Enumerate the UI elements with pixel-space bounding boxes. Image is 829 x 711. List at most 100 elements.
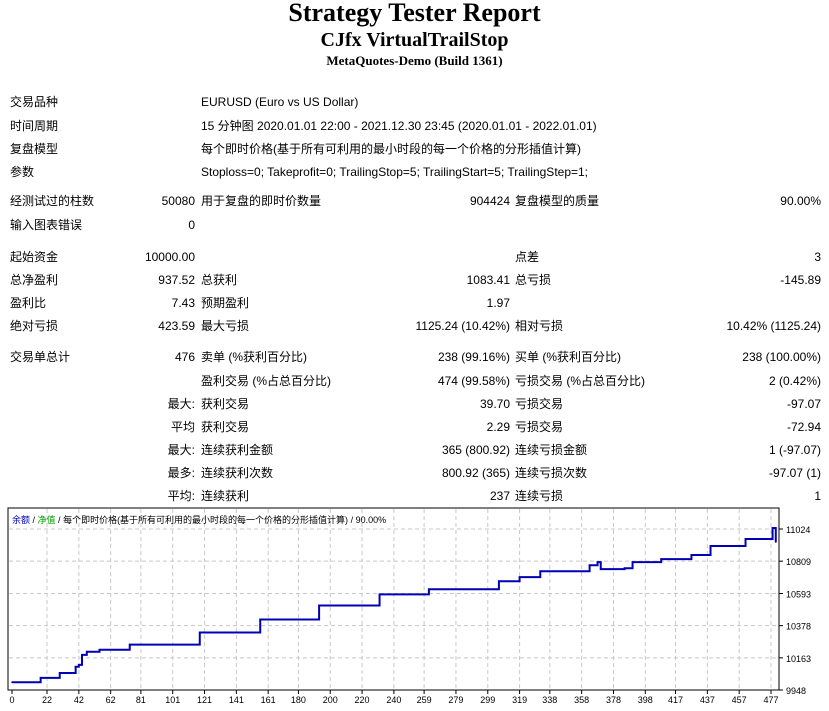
balance-point bbox=[318, 604, 320, 607]
x-tick-label: 22 bbox=[42, 695, 52, 705]
balance-point bbox=[74, 666, 77, 668]
stat-value: 1125.24 (10.42%) bbox=[415, 319, 510, 333]
info-row: 交易品种 EURUSD (Euro vs US Dollar) bbox=[0, 93, 829, 111]
balance-line bbox=[12, 526, 777, 684]
stat-cell: 点差 3 bbox=[515, 248, 821, 266]
stat-label: 起始资金 bbox=[10, 250, 59, 264]
plot-area bbox=[7, 507, 780, 691]
balance-point bbox=[623, 567, 626, 570]
info-row: 参数 Stoploss=0; Takeprofit=0; TrailingStop… bbox=[0, 163, 829, 181]
stat-row: 平均 获利交易 2.29 亏损交易 -72.94 bbox=[0, 418, 829, 436]
stat-cell: 预期盈利 1.97 bbox=[201, 294, 510, 312]
stat-value: -72.94 bbox=[786, 420, 821, 434]
legend-balance: 余额 bbox=[12, 514, 30, 525]
stat-value: 474 (99.58%) bbox=[437, 374, 510, 388]
stat-label: 获利交易 bbox=[201, 420, 250, 434]
x-tick-label: 220 bbox=[355, 695, 370, 705]
stat-cell: 盈利交易 (%占总百分比) 474 (99.58%) bbox=[201, 372, 510, 390]
stat-value: 238 (99.16%) bbox=[437, 350, 510, 364]
x-tick-label: 398 bbox=[638, 695, 653, 705]
stat-row: 最大: 连续获利金额 365 (800.92) 连续亏损金额 1 (-97.07) bbox=[0, 441, 829, 459]
balance-point bbox=[539, 570, 542, 572]
stat-cell: 连续亏损 1 bbox=[515, 487, 821, 505]
balance-point bbox=[498, 580, 500, 583]
stat-cell: 相对亏损 10.42% (1125.24) bbox=[515, 317, 821, 335]
stat-row: 输入图表错误 0 bbox=[0, 216, 829, 234]
x-tick-label: 279 bbox=[448, 695, 463, 705]
stat-row: 最多: 连续获利次数 800.92 (365) 连续亏损次数 -97.07 (1) bbox=[0, 464, 829, 482]
stat-cell: 亏损交易 -97.07 bbox=[515, 395, 821, 413]
stat-value: 237 bbox=[489, 489, 510, 503]
x-tick-label: 42 bbox=[74, 695, 84, 705]
balance-point bbox=[599, 568, 602, 570]
balance-point bbox=[660, 558, 663, 560]
stat-value: 50080 bbox=[161, 194, 195, 208]
stat-value: 2 (0.42%) bbox=[768, 374, 821, 388]
y-tick-label: 10378 bbox=[786, 622, 811, 632]
stat-value: 2.29 bbox=[486, 420, 510, 434]
info-label: 参数 bbox=[10, 165, 35, 179]
x-tick-label: 437 bbox=[700, 695, 715, 705]
stat-cell: 连续获利金额 365 (800.92) bbox=[201, 441, 510, 459]
stat-label: 连续亏损金额 bbox=[515, 443, 588, 457]
info-row: 时间周期 15 分钟图 2020.01.01 22:00 - 2021.12.30… bbox=[0, 117, 829, 135]
stat-cell: 输入图表错误 0 bbox=[10, 216, 195, 234]
y-tick-label: 9948 bbox=[786, 686, 806, 696]
stat-value: 1.97 bbox=[486, 296, 510, 310]
stat-label: 用于复盘的即时价数量 bbox=[201, 194, 322, 208]
balance-point bbox=[81, 654, 83, 656]
balance-point bbox=[709, 545, 712, 547]
x-tick-label: 417 bbox=[668, 695, 683, 705]
stat-label: 亏损交易 (%占总百分比) bbox=[515, 374, 645, 388]
stat-cell: 绝对亏损 423.59 bbox=[10, 317, 195, 335]
x-tick-label: 240 bbox=[386, 695, 401, 705]
stat-label: 最大亏损 bbox=[201, 319, 250, 333]
stat-cell: 用于复盘的即时价数量 904424 bbox=[201, 192, 510, 210]
x-tick-label: 0 bbox=[9, 695, 14, 705]
stat-row: 绝对亏损 423.59 最大亏损 1125.24 (10.42%) 相对亏损 10.42%… bbox=[0, 317, 829, 335]
x-tick-label: 259 bbox=[417, 695, 432, 705]
stat-label: 输入图表错误 bbox=[10, 218, 83, 232]
stat-label: 复盘模型的质量 bbox=[515, 194, 600, 208]
stat-label: 点差 bbox=[515, 250, 540, 264]
stat-value: 1 bbox=[814, 489, 821, 503]
report-title: Strategy Tester Report bbox=[288, 0, 541, 27]
info-value: Stoploss=0; Takeprofit=0; TrailingStop=5… bbox=[201, 165, 589, 179]
legend-quality: 90.00% bbox=[356, 515, 387, 525]
info-label: 时间周期 bbox=[10, 119, 59, 133]
balance-point bbox=[428, 588, 430, 591]
stat-cell: 获利交易 39.70 bbox=[201, 395, 510, 413]
stat-value: 最大: bbox=[167, 443, 195, 457]
stat-cell: 最大: bbox=[10, 395, 195, 413]
stat-row: 盈利比 7.43 预期盈利 1.97 bbox=[0, 294, 829, 312]
balance-point bbox=[39, 677, 42, 679]
stat-cell: 连续亏损次数 -97.07 (1) bbox=[515, 464, 821, 482]
chart-legend: 余额 / 净值 / 每个即时价格(基于所有可利用的最小时段的每一个价格的分形插值… bbox=[12, 514, 386, 525]
info-value: 每个即时价格(基于所有可利用的最小时段的每一个价格的分形插值计算) bbox=[201, 142, 581, 156]
info-value: EURUSD (Euro vs US Dollar) bbox=[201, 95, 359, 109]
stat-cell: 总净盈利 937.52 bbox=[10, 271, 195, 289]
stat-label: 总净盈利 bbox=[10, 273, 59, 287]
stat-value: 7.43 bbox=[171, 296, 195, 310]
stat-value: 800.92 (365) bbox=[441, 466, 510, 480]
stat-row: 平均: 连续获利 237 连续亏损 1 bbox=[0, 487, 829, 505]
stat-cell: 总获利 1083.41 bbox=[201, 271, 510, 289]
stat-cell: 盈利比 7.43 bbox=[10, 294, 195, 312]
stat-value: 最大: bbox=[167, 397, 195, 411]
stat-row: 交易单总计 476 卖单 (%获利百分比) 238 (99.16%) 买单 (%获利百分… bbox=[0, 348, 829, 366]
x-tick-label: 477 bbox=[763, 695, 778, 705]
x-tick-label: 200 bbox=[323, 695, 338, 705]
balance-point bbox=[11, 681, 13, 684]
stat-value: 1083.41 bbox=[466, 273, 510, 287]
stat-value: 3 bbox=[814, 250, 821, 264]
stat-value: 365 (800.92) bbox=[441, 443, 510, 457]
stat-value: 平均 bbox=[170, 420, 195, 434]
stat-cell: 亏损交易 -72.94 bbox=[515, 418, 821, 436]
stat-label: 亏损交易 bbox=[515, 420, 564, 434]
stat-cell: 总亏损 -145.89 bbox=[515, 271, 821, 289]
stat-value: 39.70 bbox=[479, 397, 510, 411]
stat-label: 交易单总计 bbox=[10, 350, 71, 364]
stat-cell: 连续获利次数 800.92 (365) bbox=[201, 464, 510, 482]
balance-point bbox=[588, 564, 591, 567]
y-tick-label: 10163 bbox=[786, 654, 811, 664]
